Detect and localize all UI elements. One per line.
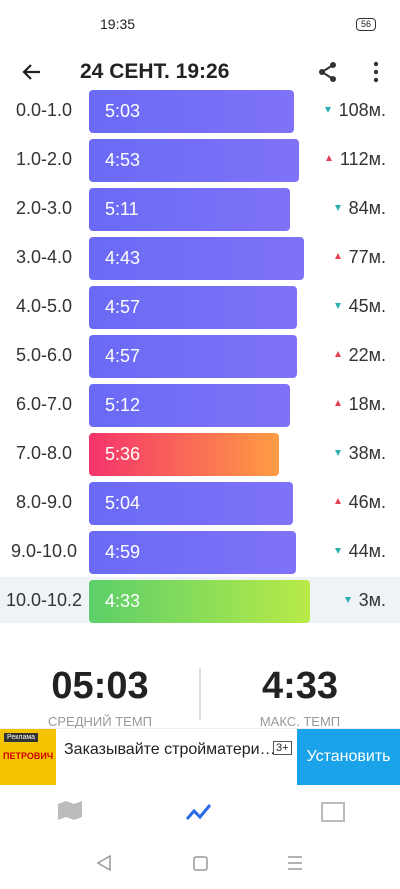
elevation-arrow: [335, 450, 341, 456]
elevation: 46м.: [348, 492, 386, 512]
divider: [199, 668, 201, 720]
nav-back[interactable]: [96, 854, 111, 872]
back-button[interactable]: [20, 60, 44, 84]
ad-badge: Реклама: [4, 733, 39, 742]
split-row: 2.0-3.0 5:11 84м.: [0, 185, 400, 234]
split-row: 4.0-5.0 4:57 45м.: [0, 283, 400, 332]
split-range: 6.0-7.0: [15, 394, 73, 414]
elevation: 112м.: [339, 149, 386, 169]
menu-button[interactable]: [364, 60, 388, 84]
max-pace: 4:33: [261, 665, 339, 707]
split-range: 4.0-5.0: [15, 296, 73, 316]
elevation-arrow: [325, 107, 331, 113]
split-range: 5.0-6.0: [15, 345, 73, 365]
split-range: 3.0-4.0: [15, 247, 73, 267]
split-row: 9.0-10.0 4:59 44м.: [0, 528, 400, 577]
split-range: 9.0-10.0: [10, 541, 78, 561]
chart-tab[interactable]: [185, 804, 212, 820]
elevation-arrow: [345, 597, 351, 603]
pace-bar: 5:12: [89, 384, 290, 427]
splits-list: 0.0-1.0 5:03 108м. 1.0-2.0 4:53 112м. 2.0-3.0 5…: [0, 88, 400, 623]
split-row: 10.0-10.2 4:33 3м.: [0, 577, 400, 623]
max-pace-label: МАКС. ТЕМП: [259, 714, 341, 729]
split-row: 0.0-1.0 5:03 108м.: [0, 88, 400, 136]
bottom-bars: [58, 801, 345, 872]
split-row: 3.0-4.0 4:43 77м.: [0, 234, 400, 283]
share-button[interactable]: [316, 60, 340, 84]
elevation: 22м.: [348, 345, 386, 365]
ad-logo: Реклама ПЕТРОВИЧ: [0, 729, 56, 785]
elevation: 108м.: [338, 100, 386, 120]
map-tab[interactable]: [58, 801, 82, 820]
elevation-arrow: [335, 253, 341, 259]
ad-brand: ПЕТРОВИЧ: [3, 751, 54, 761]
elevation-arrow: [335, 400, 341, 406]
elevation-arrow: [335, 548, 341, 554]
split-range: 8.0-9.0: [15, 492, 73, 512]
ad-age: 3+: [273, 741, 292, 755]
ad-banner[interactable]: Реклама ПЕТРОВИЧ Заказывайте стройматери…: [0, 728, 400, 785]
pace-bar: 5:03: [89, 90, 294, 133]
split-row: 8.0-9.0 5:04 46м.: [0, 479, 400, 528]
elevation: 44м.: [348, 541, 386, 561]
split-row: 5.0-6.0 4:57 22м.: [0, 332, 400, 381]
elevation-arrow: [335, 498, 341, 504]
elevation: 45м.: [348, 296, 386, 316]
pace-bar: 4:53: [89, 139, 299, 182]
pace-bar: 5:04: [89, 482, 293, 525]
pace-bar: 5:36: [89, 433, 279, 476]
header-title: 24 СЕНТ. 19:26: [80, 60, 230, 83]
pace-bar: 4:57: [89, 286, 297, 329]
avg-pace: 05:03: [51, 665, 149, 707]
elevation: 77м.: [348, 247, 386, 267]
pace-bar: 4:59: [89, 531, 296, 574]
status-time: 19:35: [100, 16, 136, 32]
pace-bar: 5:11: [89, 188, 290, 231]
photo-tab[interactable]: [321, 802, 345, 822]
split-range: 10.0-10.2: [5, 590, 83, 610]
nav-home[interactable]: [193, 856, 208, 871]
split-range: 7.0-8.0: [15, 443, 73, 463]
ad-text: Заказывайте стройматери…: [64, 741, 276, 758]
battery: 56: [356, 18, 376, 31]
split-row: 1.0-2.0 4:53 112м.: [0, 136, 400, 185]
ad-button[interactable]: Установить: [297, 729, 400, 785]
split-row: 6.0-7.0 5:12 18м.: [0, 381, 400, 430]
elevation: 3м.: [358, 590, 386, 610]
elevation-arrow: [335, 303, 341, 309]
pace-bar: 4:33: [89, 580, 310, 623]
elevation-arrow: [326, 155, 332, 161]
elevation-arrow: [335, 205, 341, 211]
elevation: 38м.: [348, 443, 386, 463]
elevation-arrow: [335, 351, 341, 357]
split-range: 0.0-1.0: [15, 100, 73, 120]
elevation: 18м.: [348, 394, 386, 414]
split-row: 7.0-8.0 5:36 38м.: [0, 430, 400, 479]
split-range: 1.0-2.0: [15, 149, 73, 169]
nav-recent[interactable]: [288, 856, 302, 870]
pace-bar: 4:57: [89, 335, 297, 378]
elevation: 84м.: [348, 198, 386, 218]
split-range: 2.0-3.0: [15, 198, 73, 218]
pace-bar: 4:43: [89, 237, 304, 280]
avg-pace-label: СРЕДНИЙ ТЕМП: [47, 714, 152, 729]
